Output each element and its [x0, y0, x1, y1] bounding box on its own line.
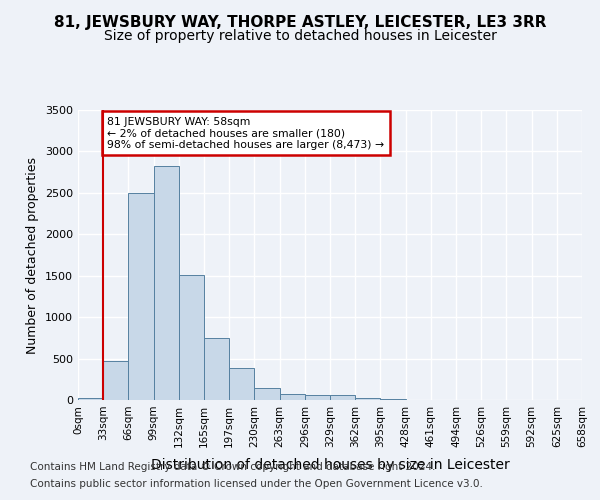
Bar: [305, 396, 330, 400]
Text: 81, JEWSBURY WAY, THORPE ASTLEY, LEICESTER, LE3 3RR: 81, JEWSBURY WAY, THORPE ASTLEY, LEICEST…: [54, 15, 546, 30]
Text: Contains public sector information licensed under the Open Government Licence v3: Contains public sector information licen…: [30, 479, 483, 489]
Bar: [280, 394, 305, 400]
Bar: [103, 361, 128, 400]
Text: Contains HM Land Registry data © Crown copyright and database right 2024.: Contains HM Land Registry data © Crown c…: [30, 462, 436, 472]
Bar: [355, 398, 380, 400]
Bar: [78, 398, 103, 400]
Text: Size of property relative to detached houses in Leicester: Size of property relative to detached ho…: [104, 29, 496, 43]
X-axis label: Distribution of detached houses by size in Leicester: Distribution of detached houses by size …: [151, 458, 509, 472]
Bar: [380, 398, 406, 400]
Y-axis label: Number of detached properties: Number of detached properties: [26, 156, 40, 354]
Bar: [330, 396, 355, 400]
Bar: [128, 193, 154, 400]
Bar: [204, 338, 229, 400]
Text: 81 JEWSBURY WAY: 58sqm
← 2% of detached houses are smaller (180)
98% of semi-det: 81 JEWSBURY WAY: 58sqm ← 2% of detached …: [107, 116, 384, 150]
Bar: [179, 275, 204, 400]
Bar: [154, 166, 179, 400]
Bar: [229, 368, 254, 400]
Bar: [254, 388, 280, 400]
